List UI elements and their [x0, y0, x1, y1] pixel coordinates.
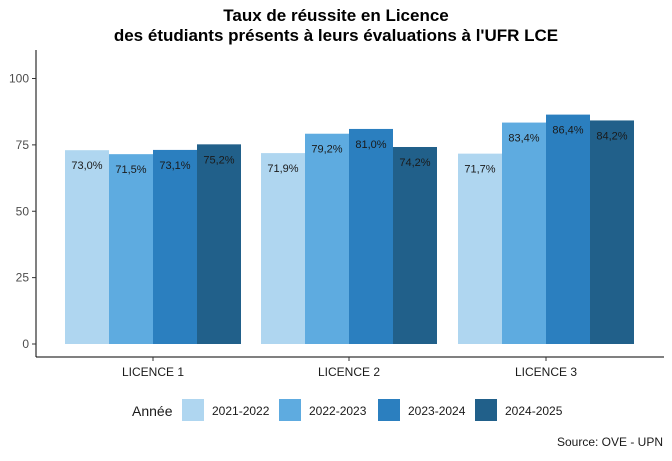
data-label: 73,0% — [71, 160, 102, 172]
x-tick-label: LICENCE 1 — [122, 365, 184, 379]
y-tick-label: 50 — [16, 204, 30, 218]
legend-label: 2021-2022 — [212, 404, 270, 418]
data-label: 81,0% — [355, 139, 386, 151]
bar — [65, 150, 109, 344]
data-label: 71,5% — [115, 164, 146, 176]
bars-group: 73,0% 71,5% 73,1% 75,2% 71,9% 79,2% 81,0% 74,2%… — [65, 114, 634, 344]
source-caption: Source: OVE - UPN — [557, 435, 663, 449]
y-tick-label: 75 — [16, 138, 30, 152]
legend-key — [182, 399, 204, 421]
bar — [261, 153, 305, 344]
bar — [197, 144, 241, 344]
legend-title: Année — [132, 403, 173, 419]
data-label: 71,9% — [267, 163, 298, 175]
legend-key — [279, 399, 301, 421]
bar — [458, 153, 502, 344]
y-tick-label: 0 — [22, 337, 29, 351]
bar — [305, 133, 349, 344]
y-tick-label: 25 — [16, 271, 30, 285]
data-label: 79,2% — [311, 144, 342, 156]
bar — [393, 146, 437, 344]
data-label: 83,4% — [508, 133, 539, 145]
data-label: 71,7% — [464, 164, 495, 176]
bar — [349, 128, 393, 344]
legend-label: 2022-2023 — [309, 404, 367, 418]
y-axis: 0 25 50 75 100 — [9, 50, 37, 357]
legend-key — [378, 399, 400, 421]
legend: Année 2021-2022 2022-2023 2023-2024 2024-20… — [132, 399, 563, 421]
chart-title-line-2: des étudiants présents à leurs évaluatio… — [114, 26, 558, 45]
bar — [153, 149, 197, 344]
bar — [109, 154, 153, 344]
data-label: 74,2% — [399, 157, 430, 169]
data-label: 75,2% — [203, 154, 234, 166]
x-tick-label: LICENCE 2 — [318, 365, 380, 379]
x-tick-label: LICENCE 3 — [515, 365, 577, 379]
bar — [590, 120, 634, 344]
bar — [546, 114, 590, 344]
bar — [502, 122, 546, 344]
data-label: 84,2% — [596, 130, 627, 142]
data-label: 86,4% — [552, 125, 583, 137]
chart-title-line-1: Taux de réussite en Licence — [223, 6, 449, 25]
data-label: 73,1% — [159, 160, 190, 172]
legend-label: 2024-2025 — [505, 404, 563, 418]
legend-key — [475, 399, 497, 421]
legend-label: 2023-2024 — [408, 404, 466, 418]
y-tick-label: 100 — [9, 72, 29, 86]
x-axis: LICENCE 1 LICENCE 2 LICENCE 3 — [36, 356, 664, 379]
